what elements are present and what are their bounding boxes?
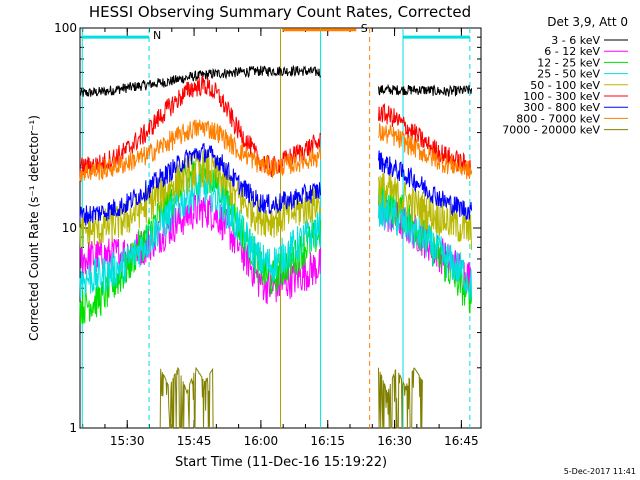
series-line: [378, 123, 473, 180]
legend-title: Det 3,9, Att 0: [547, 15, 628, 29]
y-tick-label: 10: [62, 221, 77, 235]
series-line: [378, 191, 473, 300]
legend-label: 800 - 7000 keV: [516, 112, 600, 125]
legend-label: 100 - 300 keV: [523, 90, 600, 103]
series-line: [378, 367, 424, 429]
series-line: [378, 83, 473, 97]
legend-label: 6 - 12 keV: [544, 45, 600, 58]
series-line: [159, 366, 214, 429]
y-tick-label: 100: [54, 21, 77, 35]
observing-flag-label: N: [153, 29, 161, 42]
x-tick-label: 16:30: [377, 434, 412, 448]
x-tick-label: 16:15: [310, 434, 345, 448]
legend-label: 50 - 100 keV: [530, 79, 600, 92]
y-axis-ticks: 1 10 100: [54, 21, 481, 435]
series-line: [79, 119, 322, 182]
series-line: [79, 143, 322, 226]
x-tick-label: 15:45: [177, 434, 212, 448]
series-layer: [79, 64, 473, 429]
series-line: [378, 150, 473, 220]
legend-label: 12 - 25 keV: [537, 56, 600, 69]
series-line: [79, 192, 322, 305]
x-tick-label: 15:30: [110, 434, 145, 448]
legend-label: 7000 - 20000 keV: [502, 124, 600, 137]
legend-label: 3 - 6 keV: [551, 34, 600, 47]
chart-title: HESSI Observing Summary Count Rates, Cor…: [89, 3, 471, 21]
y-tick-label: 1: [69, 421, 77, 435]
series-line: [378, 103, 473, 176]
observing-flag-label: S: [361, 22, 368, 35]
x-axis-label: Start Time (11-Dec-16 15:19:22): [175, 455, 387, 470]
legend-label: 300 - 800 keV: [523, 101, 600, 114]
series-line: [79, 64, 322, 97]
footer-timestamp: 5-Dec-2017 11:41: [564, 467, 636, 476]
y-axis-label: Corrected Count Rate (s⁻¹ detector⁻¹): [27, 115, 41, 341]
x-tick-label: 16:00: [244, 434, 279, 448]
series-line: [378, 172, 473, 251]
x-tick-label: 16:45: [444, 434, 479, 448]
series-line: [79, 169, 322, 299]
legend-label: 25 - 50 keV: [537, 68, 600, 81]
x-axis-ticks: 15:30 15:45 16:00 16:15 16:30 16:45: [82, 28, 479, 448]
